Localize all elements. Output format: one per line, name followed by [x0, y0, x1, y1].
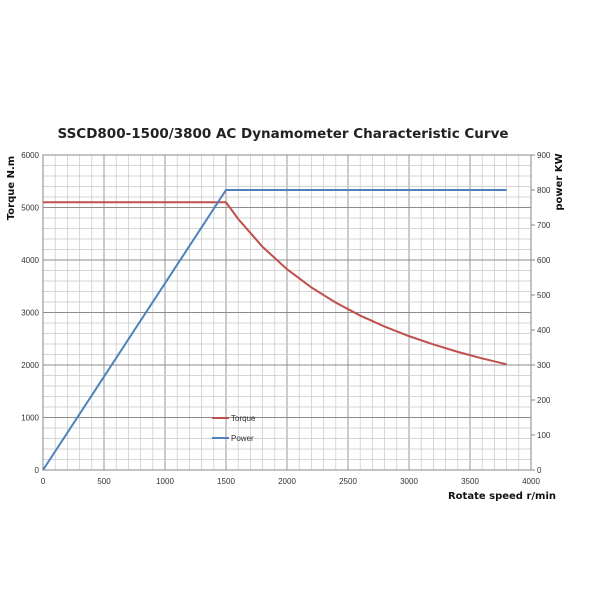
y2-tick-label: 0 — [537, 466, 542, 475]
y2-tick-label: 300 — [537, 361, 551, 370]
x-tick-label: 1000 — [156, 477, 174, 486]
x-tick-label: 3000 — [400, 477, 418, 486]
y2-tick-label: 400 — [537, 326, 551, 335]
y-tick-label: 3000 — [21, 309, 39, 318]
y-tick-label: 2000 — [21, 361, 39, 370]
chart-title: SSCD800-1500/3800 AC Dynamometer Charact… — [57, 126, 508, 142]
y-axis-label: Torque N.m — [6, 156, 17, 220]
x-tick-label: 3500 — [461, 477, 479, 486]
legend-label: Torque — [231, 414, 256, 423]
y2-tick-label: 500 — [537, 291, 551, 300]
y2-tick-label: 900 — [537, 151, 551, 160]
y-tick-label: 5000 — [21, 204, 39, 213]
y2-tick-label: 100 — [537, 431, 551, 440]
x-tick-label: 1500 — [217, 477, 235, 486]
series-line-torque — [43, 201, 507, 366]
y2-axis-label: power KW — [554, 153, 565, 210]
y-tick-label: 4000 — [21, 256, 39, 265]
x-tick-label: 0 — [41, 477, 46, 486]
x-tick-label: 4000 — [522, 477, 540, 486]
x-tick-label: 2500 — [339, 477, 357, 486]
y2-tick-label: 800 — [537, 186, 551, 195]
y2-tick-label: 700 — [537, 221, 551, 230]
y2-tick-label: 600 — [537, 256, 551, 265]
y-tick-label: 0 — [35, 466, 40, 475]
x-tick-label: 2000 — [278, 477, 296, 486]
y2-tick-label: 200 — [537, 396, 551, 405]
legend-label: Power — [231, 434, 254, 443]
x-tick-label: 500 — [97, 477, 111, 486]
series-line-power — [42, 189, 507, 471]
y-tick-label: 6000 — [21, 151, 39, 160]
plot-border — [42, 154, 532, 471]
y-tick-label: 1000 — [21, 414, 39, 423]
x-axis-label: Rotate speed r/min — [448, 491, 556, 502]
